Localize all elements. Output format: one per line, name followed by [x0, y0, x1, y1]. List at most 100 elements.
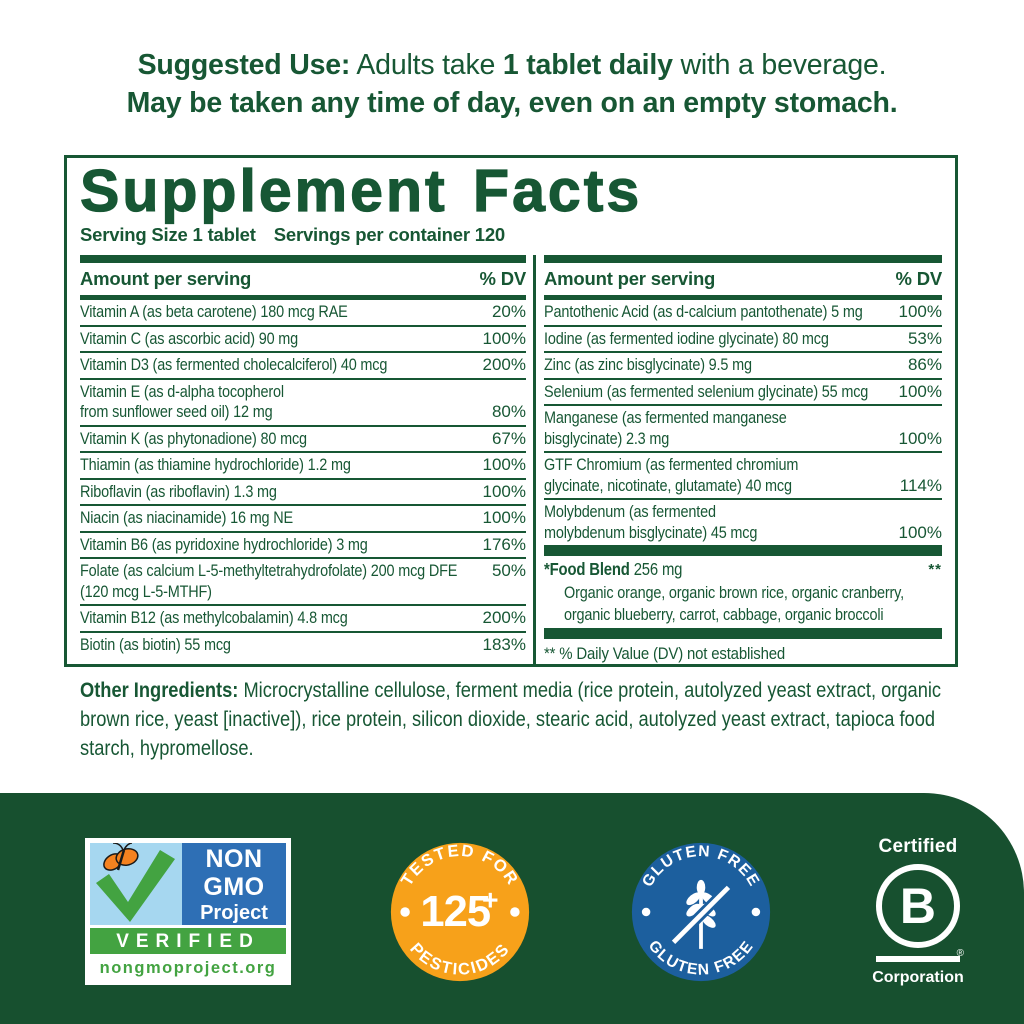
suggested-use-line2: May be taken any time of day, even on an…: [126, 87, 898, 119]
nutrient-name: Vitamin B6 (as pyridoxine hydrochloride)…: [80, 534, 368, 554]
dv-footnote-text: ** % Daily Value (DV) not established: [544, 644, 786, 663]
nutrient-dv: 200%: [482, 355, 526, 374]
nutrient-name: Vitamin K (as phytonadione) 80 mcg: [80, 428, 307, 448]
other-ingredients-label: Other Ingredients:: [80, 679, 239, 702]
nutrient-name: Niacin (as niacinamide) 16 mg NE: [80, 508, 294, 527]
nutrient-dv: 176%: [482, 534, 526, 554]
nutrient-name: Vitamin B12 (as methylcobalamin) 4.8 mcg: [80, 608, 348, 627]
nutrient-row: Manganese (as fermented manganese bisglyc…: [544, 406, 942, 453]
b-corp-letter: B: [899, 878, 937, 934]
crossed-wheat-icon: [669, 879, 732, 949]
non-gmo-verified-band: VERIFIED: [90, 928, 286, 954]
nutrient-row: Pantothenic Acid (as d-calcium pantothen…: [544, 300, 942, 327]
nutrient-row: Riboflavin (as riboflavin) 1.3 mg 100%: [80, 480, 526, 506]
b-corp-certified-text: Certified: [878, 836, 958, 857]
nutrient-dv: 100%: [482, 455, 526, 474]
right-column-header: Amount per serving % DV: [544, 263, 942, 295]
dv-footnote: ** % Daily Value (DV) not established: [544, 639, 942, 664]
left-column-header: Amount per serving % DV: [80, 263, 526, 295]
nutrient-name: Vitamin E (as d-alpha tocopherol from sun…: [80, 381, 284, 422]
nutrient-dv: 80%: [491, 402, 526, 421]
nutrient-name: Vitamin D3 (as fermented cholecalciferol…: [80, 355, 388, 374]
divider-bar: [544, 255, 942, 263]
certification-banner: NON GMO Project VERIFIED nongmoproject.o…: [0, 793, 1024, 1024]
panel-title: Supplement Facts: [79, 158, 643, 224]
nutrients-right-column: Amount per serving % DV Pantothenic Acid…: [544, 255, 942, 664]
nutrient-name: Thiamin (as thiamine hydrochloride) 1.2 …: [80, 455, 351, 474]
nutrient-row: Vitamin A (as beta carotene) 180 mcg RAE…: [80, 300, 526, 327]
column-divider: [533, 255, 536, 664]
servings-per-container: Servings per container 120: [273, 224, 506, 245]
nutrient-dv: 100%: [898, 381, 942, 401]
food-blend-name: *Food Blend: [544, 559, 630, 579]
nutrient-row: Vitamin B6 (as pyridoxine hydrochloride)…: [80, 533, 526, 559]
nutrient-row: Iodine (as fermented iodine glycinate) 8…: [544, 327, 942, 353]
registered-mark: ®: [956, 948, 964, 959]
nutrient-name: Biotin (as biotin) 55 mcg: [80, 634, 231, 654]
nutrient-name: Pantothenic Acid (as d-calcium pantothen…: [544, 302, 863, 321]
nutrient-row: Thiamin (as thiamine hydrochloride) 1.2 …: [80, 453, 526, 480]
nutrient-dv: 100%: [898, 522, 942, 542]
non-gmo-line1: NON: [205, 844, 263, 873]
suggested-use-tail: with a beverage.: [680, 49, 887, 81]
nutrient-dv: 20%: [491, 302, 526, 321]
nutrient-name: Folate (as calcium L-5-methyltetrahydrof…: [80, 561, 458, 601]
nutrient-dv: 50%: [491, 561, 526, 580]
nutrient-dv: 100%: [898, 302, 942, 321]
b-corp-circle-icon: B: [875, 864, 960, 948]
nutrient-row: Vitamin E (as d-alpha tocopherol from sun…: [80, 380, 526, 427]
nutrient-dv: 183%: [482, 634, 526, 654]
food-blend-ingredient-line: organic blueberry, carrot, cabbage, orga…: [564, 604, 884, 624]
b-corp-divider: [875, 956, 960, 962]
food-blend-dv: **: [928, 561, 942, 578]
divider-bar: [544, 628, 942, 639]
nutrient-name: Vitamin C (as ascorbic acid) 90 mg: [80, 328, 299, 348]
non-gmo-line3: Project: [200, 902, 268, 924]
food-blend-label: *Food Blend 256 mg: [544, 559, 682, 580]
divider-bar: [80, 255, 526, 263]
food-blend-row: *Food Blend 256 mg **: [544, 556, 942, 581]
nutrient-dv: 67%: [491, 428, 526, 448]
nutrient-row: GTF Chromium (as fermented chromium glyci…: [544, 453, 942, 500]
b-corp-badge: Certified B ® Corporation: [870, 836, 966, 987]
nutrient-row: Molybdenum (as fermented molybdenum bisgl…: [544, 500, 942, 545]
dv-header: % DV: [895, 268, 943, 289]
suggested-use-mid: Adults take: [356, 49, 496, 81]
other-ingredients: Other Ingredients: Microcrystalline cell…: [80, 676, 950, 763]
tested-pesticides-badge: TESTED FOR PESTICIDES 125 +: [391, 841, 530, 981]
suggested-use-lead: Suggested Use:: [137, 49, 351, 81]
nutrient-row: Biotin (as biotin) 55 mcg 183%: [80, 633, 526, 658]
suggested-use-text: Suggested Use: Adults take 1 tablet dail…: [0, 46, 1024, 122]
nutrient-row: Zinc (as zinc bisglycinate) 9.5 mg 86%: [544, 353, 942, 380]
nutrient-name: Manganese (as fermented manganese bisglyc…: [544, 408, 787, 448]
non-gmo-project-text: NON GMO Project: [182, 843, 286, 925]
b-corp-corporation-text: Corporation: [872, 969, 964, 986]
nutrient-dv: 86%: [907, 355, 942, 374]
nutrient-dv: 114%: [899, 475, 942, 495]
nutrient-dv: 200%: [482, 608, 526, 627]
serving-size: Serving Size 1 tablet: [80, 224, 256, 245]
suggested-use-strong: 1 tablet daily: [502, 49, 673, 81]
other-ingredients-text: Microcrystalline cellulose, ferment medi…: [80, 679, 942, 760]
nutrient-row: Vitamin C (as ascorbic acid) 90 mg 100%: [80, 327, 526, 353]
nutrient-name: Molybdenum (as fermented molybdenum bisgl…: [544, 502, 758, 542]
nutrient-row: Vitamin K (as phytonadione) 80 mcg 67%: [80, 427, 526, 453]
food-blend-ingredients: Organic orange, organic brown rice, orga…: [544, 581, 942, 628]
nutrient-name: Iodine (as fermented iodine glycinate) 8…: [544, 328, 829, 348]
amount-per-serving-header: Amount per serving: [544, 268, 716, 289]
nutrient-dv: 100%: [898, 428, 942, 448]
suggested-use-line1: Suggested Use: Adults take 1 tablet dail…: [0, 46, 1024, 84]
divider-bar: [80, 295, 526, 300]
nutrient-row: Vitamin D3 (as fermented cholecalciferol…: [80, 353, 526, 380]
nutrient-name: Selenium (as fermented selenium glycinat…: [544, 381, 869, 401]
nutrient-dv: 53%: [907, 328, 942, 348]
non-gmo-line2: GMO: [203, 872, 265, 901]
amount-per-serving-header: Amount per serving: [80, 268, 252, 289]
gluten-free-badge: GLUTEN FREE GLUTEN FREE: [631, 842, 770, 981]
divider-bar: [544, 545, 942, 556]
pesticides-count: 125: [421, 888, 491, 936]
non-gmo-badge: NON GMO Project VERIFIED nongmoproject.o…: [85, 838, 291, 985]
nutrient-dv: 100%: [482, 481, 526, 501]
dv-header: % DV: [479, 268, 527, 289]
nutrient-row: Selenium (as fermented selenium glycinat…: [544, 380, 942, 406]
